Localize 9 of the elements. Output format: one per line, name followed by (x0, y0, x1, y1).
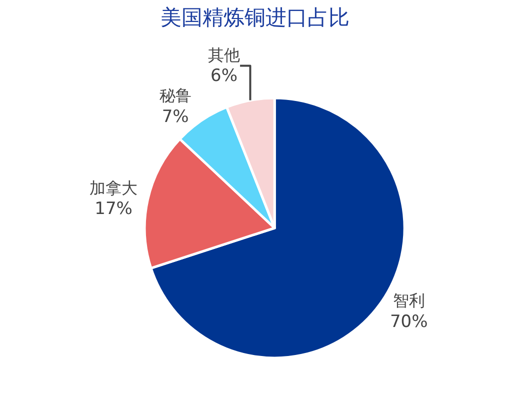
data-label: 7% (162, 106, 189, 127)
data-label: 6% (210, 66, 238, 86)
slice-label: 智利 (392, 291, 425, 310)
slice-label: 加拿大 (90, 178, 138, 198)
data-label: 70% (390, 312, 428, 332)
slice-label: 其他 (208, 45, 240, 64)
chart-title: 美国精炼铜进口占比 (160, 6, 350, 30)
slice-label: 秘鲁 (159, 86, 192, 106)
data-label: 17% (94, 199, 132, 220)
